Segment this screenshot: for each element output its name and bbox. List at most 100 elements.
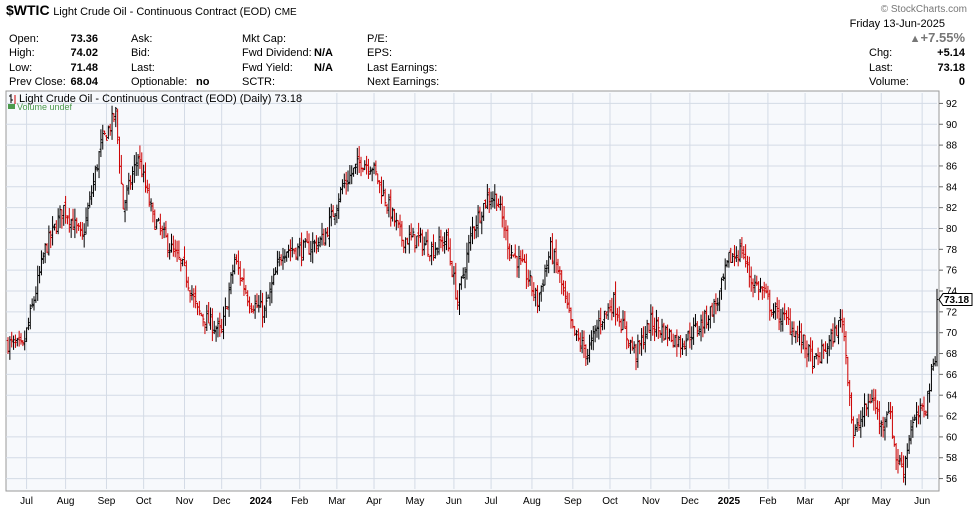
y-tick-label: 88 [946, 141, 958, 152]
x-tick-label: Jun [914, 496, 930, 507]
ohlc-bar [491, 191, 495, 208]
ohlc-bar [900, 452, 903, 468]
ohlc-bar [922, 396, 926, 418]
y-tick-label: 82 [946, 203, 958, 214]
high-value: 74.02 [70, 47, 98, 59]
ohlc-bar [294, 247, 298, 260]
ohlc-bar [567, 292, 571, 313]
ohlc-bar [69, 218, 73, 238]
ohlc-bar [885, 411, 889, 428]
prev-close-label: Prev Close: [9, 76, 66, 88]
ohlc-bar [513, 244, 517, 259]
ohlc-bar [144, 162, 147, 193]
ohlc-bar [757, 281, 760, 301]
ohlc-bar [242, 268, 246, 296]
ohlc-bar [508, 243, 511, 262]
ohlc-bar [556, 258, 560, 274]
ohlc-bar [552, 248, 556, 274]
ohlc-bar [837, 319, 840, 345]
ohlc-bar [159, 213, 162, 236]
ohlc-bar [746, 255, 749, 273]
ohlc-bar [450, 260, 454, 278]
ohlc-bar [913, 414, 917, 421]
ohlc-bar [183, 246, 186, 266]
ohlc-bar [565, 291, 569, 309]
low-value: 71.48 [70, 62, 98, 74]
last-label: Last: [131, 62, 155, 74]
ohlc-bar [705, 305, 708, 329]
ohlc-bar [469, 226, 472, 251]
ohlc-bar [887, 401, 890, 414]
ohlc-bar [396, 219, 400, 229]
ohlc-bar [742, 246, 746, 260]
ohlc-bar [38, 266, 41, 284]
y-tick-label: 64 [946, 391, 958, 402]
ohlc-bar [820, 339, 824, 364]
ohlc-bar [53, 223, 56, 231]
low-label: Low: [9, 62, 33, 74]
quote-header: $WTIC Light Crude Oil - Continuous Contr… [0, 0, 973, 90]
ohlc-bar [363, 160, 367, 171]
ohlc-bar [517, 245, 521, 279]
ohlc-bar [120, 154, 123, 185]
ohlc-bar [521, 249, 524, 263]
ohlc-bar [710, 302, 714, 317]
last-price-value: 73.18 [937, 62, 965, 74]
ohlc-bar [543, 264, 547, 286]
ohlc-bar [300, 232, 303, 267]
ohlc-bar [584, 344, 588, 367]
volume-legend-icon [8, 104, 15, 109]
ohlc-bar [94, 165, 97, 191]
ohlc-bar [185, 260, 188, 288]
ohlc-bar [201, 313, 205, 327]
ohlc-bar [597, 310, 601, 340]
ohlc-bar [500, 196, 504, 228]
ohlc-bar [47, 225, 51, 256]
ohlc-bar [528, 270, 532, 286]
ohlc-bar [329, 203, 333, 227]
ohlc-bar [359, 156, 363, 177]
open-label: Open: [9, 33, 39, 45]
optionable-value: no [196, 76, 210, 88]
ohlc-bar [134, 152, 138, 176]
ohlc-bar [398, 214, 402, 237]
high-label: High: [9, 47, 35, 59]
ohlc-bar [753, 274, 757, 293]
ohlc-bar [474, 215, 478, 239]
ohlc-bar [794, 330, 798, 344]
ohlc-bar [125, 184, 129, 211]
ohlc-bar [344, 171, 348, 195]
ohlc-bar [225, 306, 229, 310]
ohlc-bar [781, 307, 785, 332]
ohlc-bar [311, 232, 315, 264]
ohlc-bar [82, 223, 86, 248]
ohlc-bar [560, 270, 563, 295]
ohlc-bar [356, 147, 359, 175]
ohlc-bar [866, 393, 870, 418]
ohlc-bar [127, 172, 131, 195]
ohlc-bar [738, 239, 742, 263]
ohlc-bar [382, 179, 385, 197]
ohlc-bar [844, 331, 848, 365]
ohlc-bar [471, 216, 474, 245]
ohlc-bar [759, 277, 762, 293]
ohlc-bar [761, 286, 764, 300]
ohlc-bar [857, 414, 861, 431]
ohlc-bar [653, 317, 656, 342]
ohlc-bar [716, 297, 720, 312]
ohlc-bar [443, 232, 446, 254]
ohlc-bar [506, 225, 510, 260]
ohlc-bar [642, 326, 645, 350]
ohlc-bar [316, 237, 320, 253]
ohlc-bar [575, 329, 578, 341]
ohlc-bar [651, 306, 655, 336]
ohlc-bar [324, 228, 328, 246]
ohlc-bar [138, 145, 142, 169]
instrument-name: Light Crude Oil - Continuous Contract (E… [53, 6, 271, 18]
ohlc-bar [116, 108, 119, 145]
ohlc-bar [770, 309, 773, 317]
ohlc-bar [456, 290, 459, 310]
ohlc-bar [287, 244, 290, 258]
ohlc-bar [445, 229, 448, 251]
ohlc-bar [233, 253, 236, 275]
